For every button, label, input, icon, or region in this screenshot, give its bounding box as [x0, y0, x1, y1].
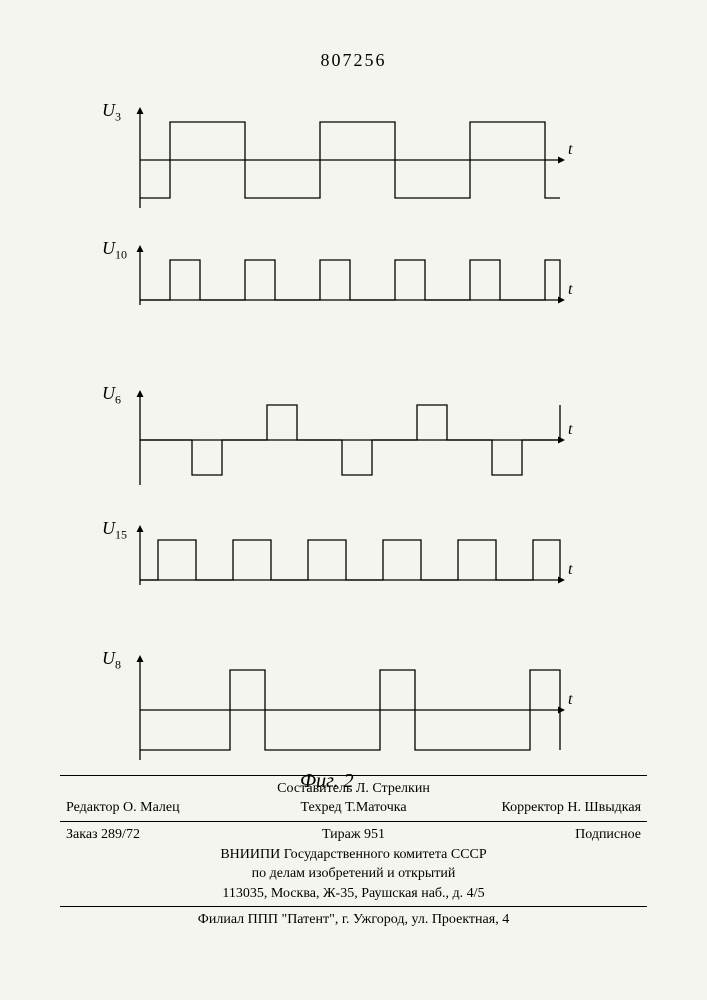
footer-subscription: Подписное	[449, 825, 647, 845]
y-axis-label: U6	[102, 383, 121, 408]
y-axis-label: U8	[102, 648, 121, 673]
footer-editor: Редактор О. Малец	[60, 798, 258, 818]
footer-order: Заказ 289/72	[60, 825, 258, 845]
svg-text:t: t	[568, 141, 573, 158]
waveform-svg: t t t t t	[100, 100, 600, 800]
svg-text:t: t	[568, 691, 573, 708]
y-axis-label: U3	[102, 100, 121, 125]
footer-print-run: Тираж 951	[258, 825, 450, 845]
timing-diagram: ttttt U3U10U6U15U8 Фиг. 2	[100, 100, 600, 800]
footer-credits-row: Редактор О. Малец Техред Т.Маточка Корре…	[60, 798, 647, 818]
page-number: 807256	[0, 50, 707, 71]
y-axis-label: U15	[102, 518, 127, 543]
footer-print-row: Заказ 289/72 Тираж 951 Подписное	[60, 825, 647, 845]
y-axis-label: U10	[102, 238, 127, 263]
footer-tech-editor: Техред Т.Маточка	[258, 798, 450, 818]
svg-text:t: t	[568, 281, 573, 298]
footer-address1: 113035, Москва, Ж-35, Раушская наб., д. …	[60, 884, 647, 904]
footer-branch: Филиал ППП "Патент", г. Ужгород, ул. Про…	[60, 910, 647, 930]
footer-compiler: Составитель Л. Стрелкин	[60, 779, 647, 799]
svg-text:t: t	[568, 561, 573, 578]
footer-block: Составитель Л. Стрелкин Редактор О. Мале…	[60, 772, 647, 930]
footer-corrector: Корректор Н. Швыдкая	[449, 798, 647, 818]
footer-org2: по делам изобретений и открытий	[60, 864, 647, 884]
svg-text:t: t	[568, 421, 573, 438]
footer-org1: ВНИИПИ Государственного комитета СССР	[60, 845, 647, 865]
